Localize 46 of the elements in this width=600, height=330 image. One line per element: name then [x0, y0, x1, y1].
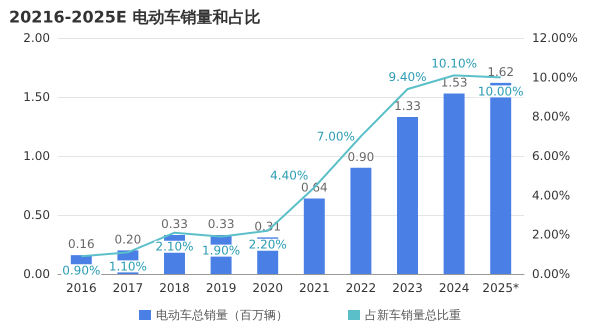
data-label: 0.90 [348, 150, 374, 164]
bar [304, 198, 325, 274]
x-tick-label: 2021 [299, 281, 330, 295]
y2-tick-label: 8.00% [532, 110, 570, 124]
legend-label: 占新车销量总比重 [365, 308, 461, 322]
y2-tick-label: 6.00% [532, 149, 570, 163]
y-tick-label: 0.50 [23, 208, 50, 222]
data-label: 1.10% [108, 259, 147, 274]
data-label: 0.33 [161, 217, 188, 232]
data-label: 0.33 [208, 217, 234, 232]
x-tick-label: 2022 [346, 281, 376, 295]
data-label: 0.90% [62, 263, 100, 278]
bar [397, 117, 418, 274]
data-label: 10.10% [431, 56, 477, 70]
x-tick-label: 2024 [438, 281, 470, 295]
x-tick-label: 2018 [159, 281, 190, 295]
bar [444, 93, 465, 274]
y2-tick-label: 12.00% [532, 31, 578, 45]
y2-tick-label: 2.00% [532, 228, 570, 242]
y-tick-label: 2.00 [23, 31, 50, 45]
y2-tick-label: 10.00% [532, 70, 578, 84]
x-tick-label: 2016 [66, 281, 97, 295]
data-label: 4.40% [270, 168, 308, 182]
x-tick-label: 2025* [482, 281, 519, 295]
data-label: 7.00% [316, 129, 355, 144]
y-tick-label: 0.00 [23, 267, 50, 281]
y-tick-label: 1.00 [23, 149, 50, 163]
data-label: 1.62 [487, 64, 514, 79]
x-tick-label: 2017 [112, 281, 144, 295]
data-label: 9.40% [388, 70, 427, 84]
y2-tick-label: 4.00% [532, 188, 570, 202]
data-label: 2.20% [248, 238, 287, 252]
y-tick-label: 1.50 [23, 90, 50, 104]
data-label: 0.16 [68, 237, 95, 252]
bar [350, 168, 372, 274]
x-tick-label: 2023 [392, 281, 423, 295]
x-tick-label: 2019 [206, 281, 236, 295]
chart-title: 20216-2025E 电动车销量和占比 [9, 8, 260, 26]
data-label: 0.20 [114, 232, 142, 246]
data-label: 2.10% [155, 240, 194, 254]
x-tick-label: 2020 [252, 281, 283, 295]
data-label: 1.90% [202, 244, 240, 258]
data-label: 10.00% [478, 84, 524, 98]
legend-label: 电动车总销量（百万辆） [156, 308, 288, 322]
y2-tick-label: 0.00% [532, 267, 570, 281]
data-label: 1.33 [394, 99, 421, 114]
